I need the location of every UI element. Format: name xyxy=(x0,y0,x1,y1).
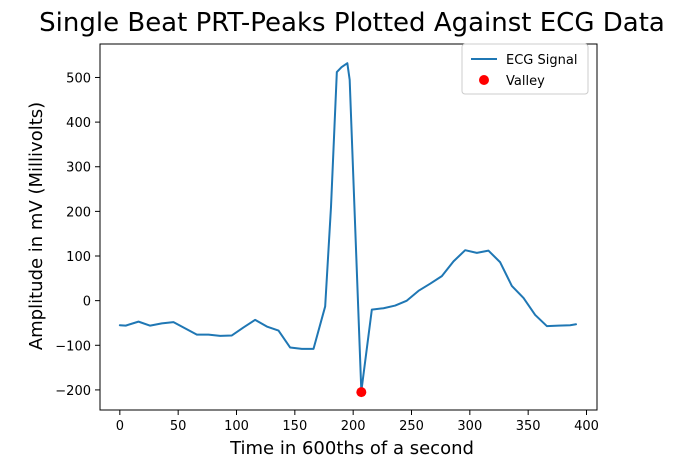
y-tick-label: 500 xyxy=(66,71,91,86)
legend-valley-label: Valley xyxy=(506,74,545,89)
x-tick-label: 0 xyxy=(116,419,124,434)
y-tick-label: 200 xyxy=(66,205,91,220)
x-tick-label: 100 xyxy=(224,419,249,434)
x-tick-label: 400 xyxy=(574,419,599,434)
legend-frame xyxy=(461,43,589,95)
x-tick-label: 200 xyxy=(341,419,366,434)
y-tick-label: 300 xyxy=(66,161,91,176)
legend: ECG Signal Valley xyxy=(461,43,589,95)
plot-frame xyxy=(99,43,598,411)
x-tick-label: 300 xyxy=(457,419,482,434)
y-tick-label: 400 xyxy=(66,116,91,131)
valley-marker xyxy=(356,387,367,398)
y-tick-label: −100 xyxy=(55,339,91,354)
x-tick-label: 150 xyxy=(282,419,307,434)
chart-title: Single Beat PRT-Peaks Plotted Against EC… xyxy=(39,8,665,38)
ecg-signal-line xyxy=(118,62,577,393)
x-axis-title: Time in 600ths of a second xyxy=(229,438,474,459)
y-tick-label: 0 xyxy=(83,295,91,310)
plot-area: 0 50 100 150 200 250 300 350 400 −200 −100 0 100 200 3… xyxy=(55,43,599,434)
legend-valley-marker-swatch xyxy=(479,75,489,85)
x-tick-label: 50 xyxy=(170,419,187,434)
x-tick-label: 350 xyxy=(516,419,541,434)
y-tick-label: −200 xyxy=(55,384,91,399)
legend-ecg-label: ECG Signal xyxy=(506,53,577,68)
y-tick-label: 100 xyxy=(66,250,91,265)
y-axis-title: Amplitude in mV (Millivolts) xyxy=(26,102,47,350)
x-tick-label: 250 xyxy=(399,419,424,434)
